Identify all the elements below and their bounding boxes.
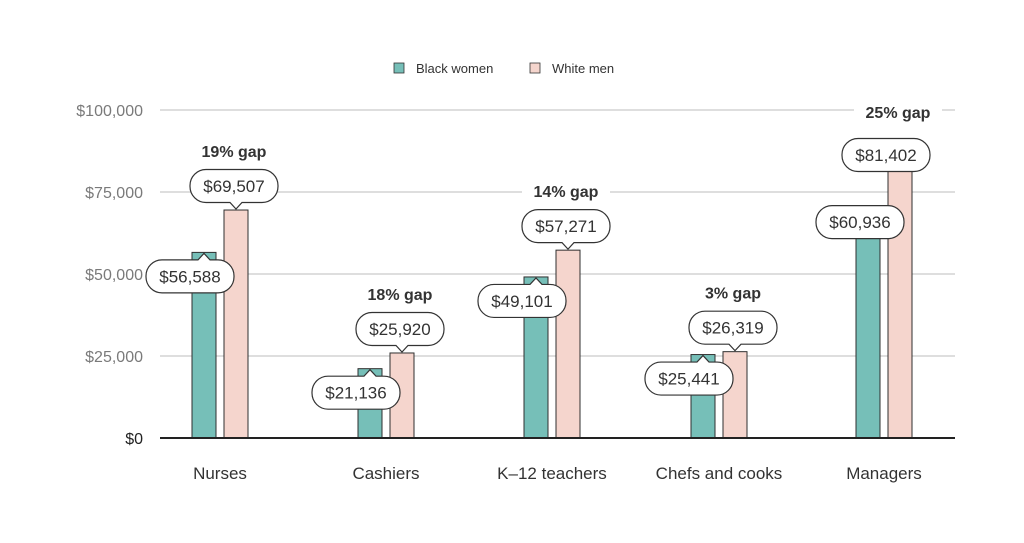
callout-black-women-managers: $60,936 bbox=[815, 205, 905, 240]
callout-white-men-nurses-text: $69,507 bbox=[203, 177, 264, 196]
legend-swatch-white-men bbox=[529, 62, 541, 74]
callout-white-men-nurses: $69,507 bbox=[189, 168, 279, 210]
y-axis-tick-labels: $0 $25,000 $50,000 $75,000 $100,000 bbox=[76, 103, 143, 448]
callout-black-women-k-12-teachers: $49,101 bbox=[477, 277, 567, 319]
gap-labels: 19% gap 18% gap 14% gap 3% gap 25% gap bbox=[190, 104, 942, 305]
legend-swatch-black-women bbox=[393, 62, 405, 74]
y-tick-label: $25,000 bbox=[85, 349, 143, 366]
callout-white-men-chefs-and-cooks-text: $26,319 bbox=[702, 319, 763, 338]
y-tick-label: $50,000 bbox=[85, 267, 143, 284]
callout-white-men-chefs-and-cooks: $26,319 bbox=[688, 310, 778, 352]
y-tick-label: $0 bbox=[125, 431, 143, 448]
callout-white-men-nurses-bubble bbox=[189, 168, 279, 210]
category-labels: Nurses Cashiers K–12 teachers Chefs and coo… bbox=[193, 464, 922, 483]
callout-white-men-k-12-teachers: $57,271 bbox=[521, 209, 611, 251]
callout-white-men-managers-bubble bbox=[841, 137, 931, 173]
callout-black-women-cashiers-bubble bbox=[311, 368, 401, 410]
callout-black-women-chefs-and-cooks-text: $25,441 bbox=[658, 370, 719, 389]
callout-black-women-cashiers: $21,136 bbox=[311, 368, 401, 410]
callout-white-men-cashiers-text: $25,920 bbox=[369, 320, 430, 339]
gap-label-cashiers: 18% gap bbox=[368, 287, 433, 304]
bar-black-women-managers bbox=[855, 237, 881, 439]
gap-label-bg-nurses bbox=[190, 143, 278, 163]
callout-white-men-managers-text: $81,402 bbox=[855, 146, 916, 165]
callout-white-men-cashiers: $25,920 bbox=[355, 311, 445, 353]
gap-label-nurses: 19% gap bbox=[202, 144, 267, 161]
gap-label-bg-managers bbox=[854, 104, 942, 124]
gap-label-bg-cashiers bbox=[356, 285, 444, 305]
legend-label-white-men: White men bbox=[552, 61, 614, 76]
callout-white-men-cashiers-bubble bbox=[355, 311, 445, 353]
callout-white-men-managers: $81,402 bbox=[841, 137, 931, 173]
value-callouts: $56,588 $69,507 $21,136 $25,920 $49,101 $57,2… bbox=[145, 137, 931, 410]
category-label-chefs-and-cooks: Chefs and cooks bbox=[656, 464, 783, 483]
callout-white-men-chefs-and-cooks-bubble bbox=[688, 310, 778, 352]
category-label-managers: Managers bbox=[846, 464, 922, 483]
category-label-nurses: Nurses bbox=[193, 464, 247, 483]
callout-black-women-k-12-teachers-text: $49,101 bbox=[491, 292, 552, 311]
y-tick-label: $100,000 bbox=[76, 103, 143, 120]
gap-label-managers: 25% gap bbox=[866, 105, 931, 122]
gap-label-chefs-and-cooks: 3% gap bbox=[705, 286, 761, 303]
callout-black-women-chefs-and-cooks: $25,441 bbox=[644, 354, 734, 396]
bar-white-men-nurses bbox=[223, 209, 249, 439]
gap-label-k-12-teachers: 14% gap bbox=[534, 184, 599, 201]
callout-black-women-nurses-text: $56,588 bbox=[159, 267, 220, 286]
legend: Black women White men bbox=[393, 61, 614, 76]
callout-black-women-chefs-and-cooks-bubble bbox=[644, 354, 734, 396]
callout-black-women-k-12-teachers-bubble bbox=[477, 277, 567, 319]
category-label-k-12-teachers: K–12 teachers bbox=[497, 464, 607, 483]
legend-label-black-women: Black women bbox=[416, 61, 493, 76]
callout-black-women-nurses: $56,588 bbox=[145, 252, 235, 294]
callout-black-women-nurses-bubble bbox=[145, 252, 235, 294]
callout-black-women-managers-text: $60,936 bbox=[829, 213, 890, 232]
callout-black-women-managers-bubble bbox=[815, 205, 905, 240]
gap-label-bg-k-12-teachers bbox=[522, 183, 610, 203]
bar-white-men-k-12-teachers bbox=[555, 249, 581, 439]
callout-white-men-k-12-teachers-bubble bbox=[521, 209, 611, 251]
gap-label-bg-chefs-and-cooks bbox=[689, 284, 777, 304]
callout-white-men-k-12-teachers-text: $57,271 bbox=[535, 217, 596, 236]
category-label-cashiers: Cashiers bbox=[352, 464, 419, 483]
callout-black-women-cashiers-text: $21,136 bbox=[325, 384, 386, 403]
y-tick-label: $75,000 bbox=[85, 185, 143, 202]
